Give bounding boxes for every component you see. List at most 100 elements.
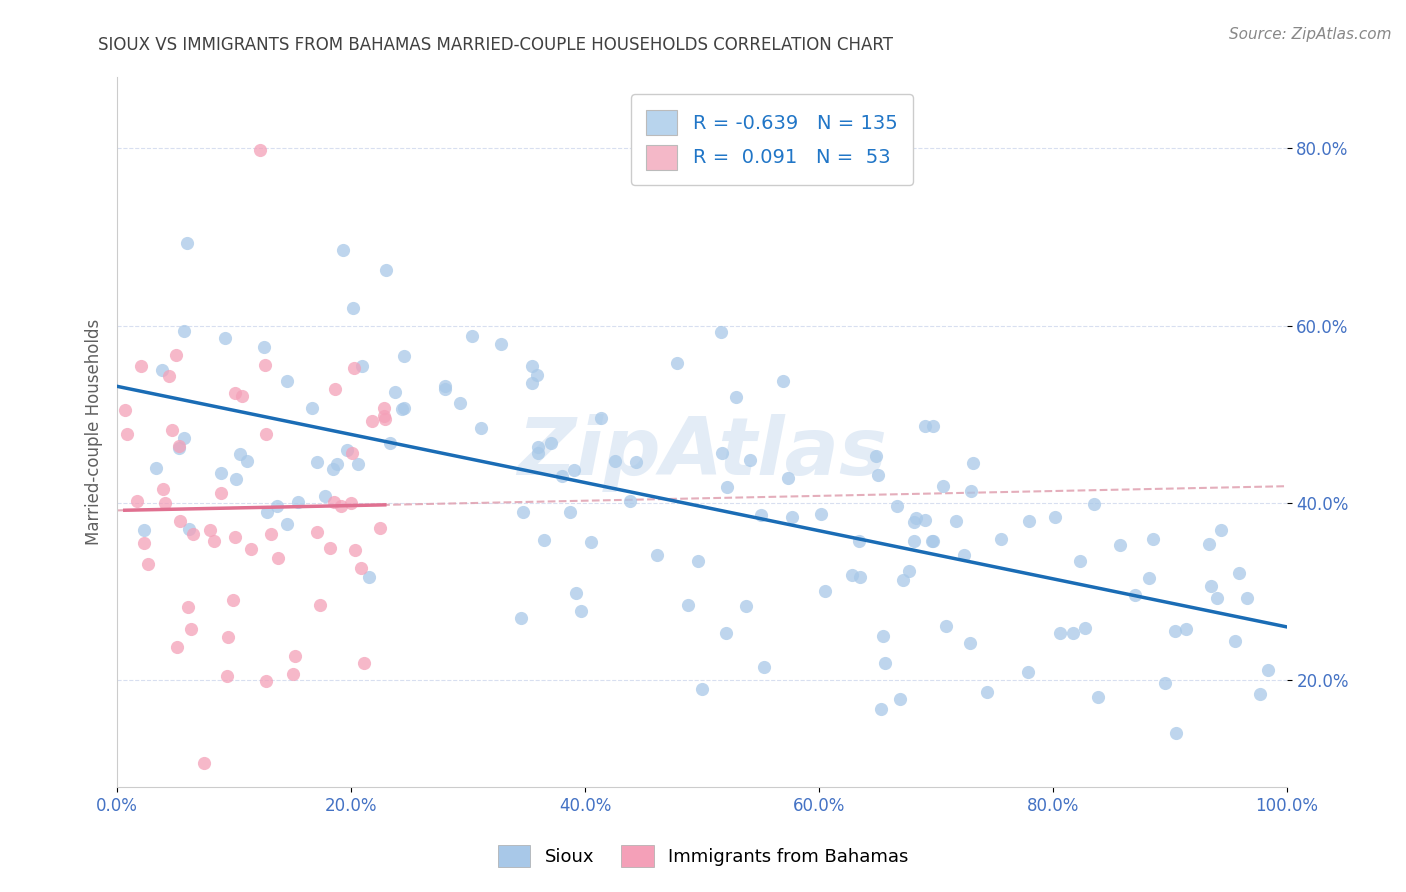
Point — [1249, 688, 1271, 702]
Point — [235, 454, 257, 468]
Point — [921, 533, 943, 548]
Point — [1062, 625, 1084, 640]
Point — [326, 457, 349, 471]
Point — [157, 368, 180, 383]
Point — [319, 541, 342, 555]
Point — [378, 435, 401, 450]
Point — [287, 495, 309, 509]
Point — [267, 550, 290, 565]
Point — [193, 756, 215, 770]
Point — [127, 494, 149, 508]
Point — [1198, 537, 1220, 551]
Point — [914, 513, 936, 527]
Text: ZipAtlas: ZipAtlas — [517, 415, 887, 492]
Point — [520, 359, 543, 374]
Point — [209, 486, 232, 500]
Point — [374, 263, 396, 277]
Point — [374, 412, 396, 426]
Point — [960, 484, 983, 499]
Point — [167, 441, 190, 455]
Point — [558, 505, 581, 519]
Point — [340, 496, 363, 510]
Point — [905, 510, 928, 524]
Point — [160, 423, 183, 437]
Point — [1018, 514, 1040, 528]
Point — [1043, 510, 1066, 524]
Point — [619, 494, 641, 508]
Point — [173, 431, 195, 445]
Point — [565, 586, 588, 600]
Point — [307, 455, 329, 469]
Point — [889, 692, 911, 706]
Point — [1153, 675, 1175, 690]
Point — [886, 499, 908, 513]
Point — [1109, 538, 1132, 552]
Point — [145, 461, 167, 475]
Point — [1073, 621, 1095, 635]
Point — [256, 505, 278, 519]
Point — [724, 390, 747, 404]
Point — [352, 359, 374, 373]
Point — [1166, 726, 1188, 740]
Point — [150, 363, 173, 377]
Point — [914, 419, 936, 434]
Point — [1236, 591, 1258, 605]
Point — [512, 505, 534, 519]
Point — [202, 534, 225, 549]
Point — [254, 359, 277, 373]
Point — [526, 368, 548, 383]
Point — [260, 527, 283, 541]
Point — [1164, 624, 1187, 638]
Point — [309, 599, 332, 613]
Point — [1175, 622, 1198, 636]
Point — [866, 467, 889, 482]
Point — [690, 681, 713, 696]
Point — [1137, 571, 1160, 585]
Point — [848, 570, 870, 584]
Point — [814, 584, 837, 599]
Point — [676, 598, 699, 612]
Legend: R = -0.639   N = 135, R =  0.091   N =  53: R = -0.639 N = 135, R = 0.091 N = 53 — [631, 95, 914, 185]
Point — [872, 629, 894, 643]
Point — [254, 674, 277, 689]
Legend: Sioux, Immigrants from Bahamas: Sioux, Immigrants from Bahamas — [491, 838, 915, 874]
Point — [848, 533, 870, 548]
Point — [749, 508, 772, 522]
Point — [224, 385, 246, 400]
Point — [249, 143, 271, 157]
Point — [392, 349, 415, 363]
Point — [526, 440, 548, 454]
Point — [239, 541, 262, 556]
Point — [522, 376, 544, 390]
Point — [921, 533, 943, 548]
Point — [132, 523, 155, 537]
Point — [373, 401, 395, 415]
Point — [875, 656, 897, 670]
Point — [384, 385, 406, 400]
Point — [368, 521, 391, 535]
Point — [176, 235, 198, 250]
Point — [169, 514, 191, 528]
Point — [921, 418, 943, 433]
Point — [489, 336, 512, 351]
Point — [391, 401, 413, 416]
Point — [177, 600, 200, 615]
Point — [1049, 626, 1071, 640]
Point — [179, 522, 201, 536]
Point — [449, 396, 471, 410]
Point — [562, 462, 585, 476]
Point — [772, 375, 794, 389]
Point — [166, 640, 188, 654]
Point — [283, 666, 305, 681]
Point — [342, 301, 364, 315]
Point — [1083, 497, 1105, 511]
Point — [360, 414, 382, 428]
Point — [340, 446, 363, 460]
Point — [276, 517, 298, 532]
Point — [903, 534, 925, 549]
Point — [114, 403, 136, 417]
Point — [870, 702, 893, 716]
Point — [540, 435, 562, 450]
Point — [734, 599, 756, 614]
Point — [665, 356, 688, 370]
